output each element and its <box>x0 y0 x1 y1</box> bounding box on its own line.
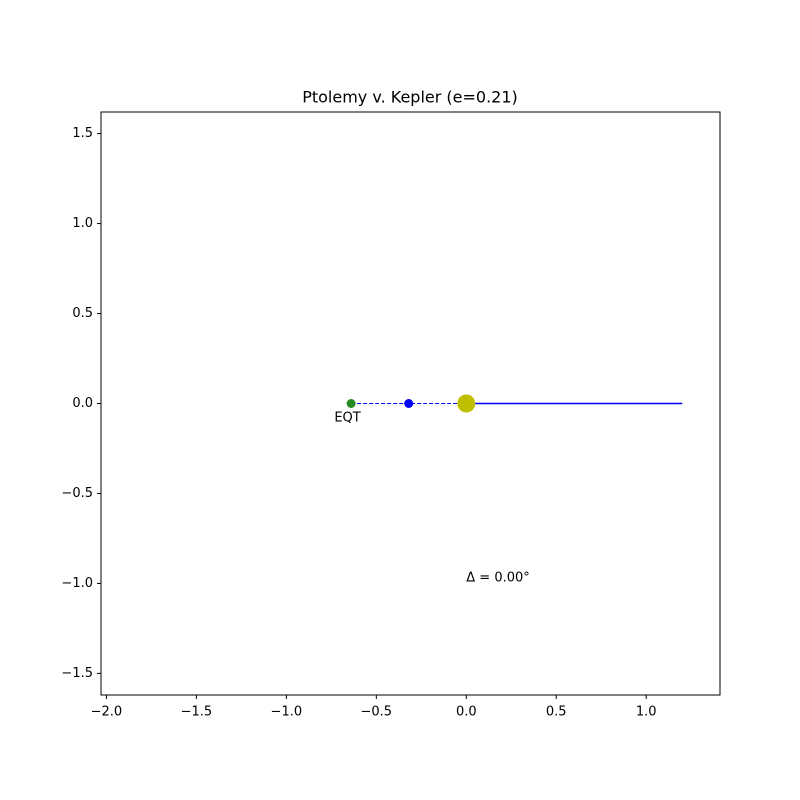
x-tick-label: −0.5 <box>361 705 393 720</box>
x-tick-label: −2.0 <box>91 705 123 720</box>
y-tick-label: −1.0 <box>61 576 93 591</box>
x-tick-label: 0.0 <box>456 705 477 720</box>
y-tick-label: 1.5 <box>72 126 93 141</box>
point <box>346 399 356 408</box>
annotation: Δ = 0.00° <box>466 571 530 586</box>
y-tick-label: 0.5 <box>72 306 93 321</box>
point <box>457 394 476 413</box>
annotation: EQT <box>334 410 360 425</box>
y-tick-label: −1.5 <box>61 666 93 681</box>
x-tick-label: −1.0 <box>271 705 303 720</box>
y-tick-label: −0.5 <box>61 486 93 501</box>
y-tick-label: 1.0 <box>72 216 93 231</box>
x-tick-label: −1.5 <box>181 705 213 720</box>
chart-title: Ptolemy v. Kepler (e=0.21) <box>302 88 518 107</box>
x-tick-label: 0.5 <box>546 705 567 720</box>
x-tick-label: 1.0 <box>636 705 657 720</box>
plot-frame <box>100 111 721 696</box>
y-tick-label: 0.0 <box>72 396 93 411</box>
point <box>404 399 414 408</box>
